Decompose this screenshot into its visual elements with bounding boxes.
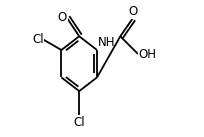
FancyBboxPatch shape — [60, 12, 67, 23]
FancyBboxPatch shape — [96, 39, 110, 50]
FancyBboxPatch shape — [30, 34, 44, 45]
Text: Cl: Cl — [32, 33, 43, 46]
Text: O: O — [57, 11, 67, 24]
FancyBboxPatch shape — [137, 49, 151, 60]
Text: Cl: Cl — [73, 116, 85, 129]
FancyBboxPatch shape — [72, 115, 86, 126]
Text: O: O — [127, 5, 137, 18]
FancyBboxPatch shape — [128, 8, 136, 19]
Text: OH: OH — [138, 48, 156, 61]
Text: NH: NH — [97, 36, 115, 49]
